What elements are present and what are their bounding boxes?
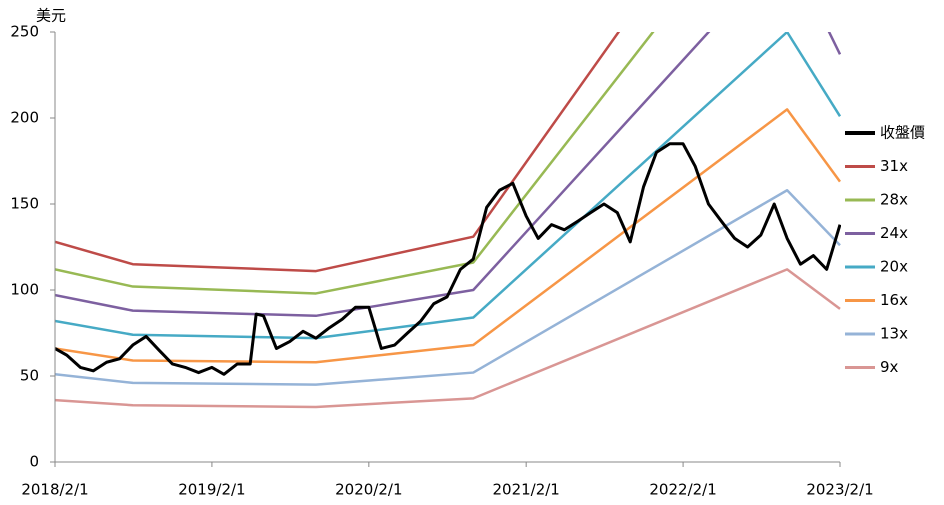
price-line — [55, 32, 655, 295]
y-tick-label: 50 — [20, 367, 39, 385]
y-tick-label: 250 — [10, 23, 39, 41]
y-tick-label: 200 — [10, 109, 39, 127]
y-tick-label: 150 — [10, 195, 39, 213]
legend-label: 24x — [880, 224, 908, 242]
legend-label: 20x — [880, 258, 908, 276]
x-tick-label: 2021/2/1 — [492, 481, 559, 499]
legend-label: 16x — [880, 291, 908, 309]
price-line — [55, 188, 841, 386]
legend-label: 31x — [880, 157, 908, 175]
x-tick-label: 2019/2/1 — [178, 481, 245, 499]
price-line — [55, 142, 841, 376]
price-line — [55, 268, 841, 409]
legend-label: 28x — [880, 191, 908, 209]
x-tick-label: 2022/2/1 — [649, 481, 716, 499]
price-line — [55, 108, 841, 364]
legend-label: 收盤價 — [880, 124, 925, 142]
x-tick-label: 2023/2/1 — [806, 481, 873, 499]
y-axis-label: 美元 — [36, 7, 66, 25]
price-line — [55, 32, 841, 318]
legend-label: 9x — [880, 358, 899, 376]
price-line — [55, 32, 841, 340]
price-line — [55, 32, 621, 273]
x-tick-label: 2018/2/1 — [21, 481, 88, 499]
y-tick-label: 100 — [10, 281, 39, 299]
x-tick-label: 2020/2/1 — [335, 481, 402, 499]
y-tick-label: 0 — [29, 453, 39, 471]
legend-label: 13x — [880, 325, 908, 343]
plot-area — [55, 32, 841, 409]
